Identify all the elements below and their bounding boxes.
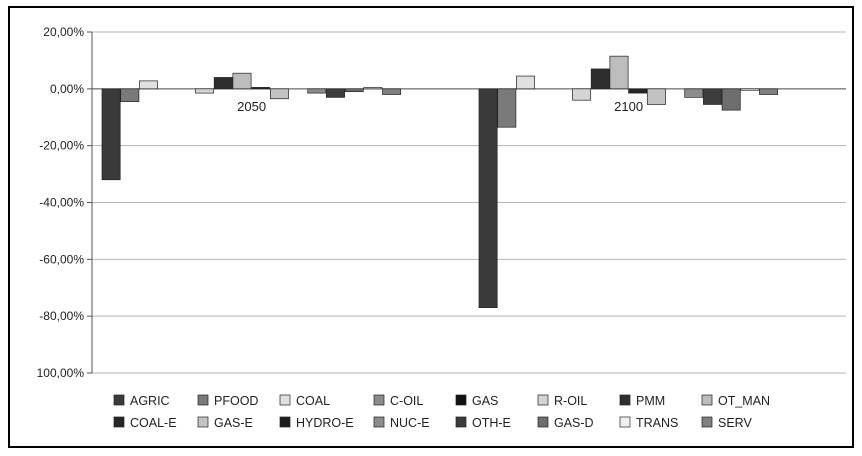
bars	[101, 55, 779, 308]
legend-swatch	[197, 394, 209, 406]
legend-label: OTH-E	[472, 416, 511, 430]
legend-label: AGRIC	[130, 394, 170, 408]
legend-label: OT_MAN	[718, 394, 770, 408]
bar-trans	[740, 88, 760, 91]
legend-label: GAS	[472, 394, 498, 408]
gridlines	[92, 31, 846, 374]
bar-r-oil	[195, 88, 215, 94]
bar-pmm	[213, 77, 233, 90]
legend-swatch	[279, 394, 291, 406]
legend-swatch	[701, 416, 713, 428]
legend-label: GAS-E	[214, 416, 253, 430]
bar-trans	[363, 87, 383, 90]
y-axis: 20,00% 0,00% -20,00% -40,00% -60,00% -80,00% 1…	[37, 25, 846, 380]
y-tick-label: 100,00%	[37, 366, 85, 380]
bar-r-oil	[572, 88, 592, 101]
bar-ot_man	[232, 72, 252, 90]
bar-pmm	[590, 68, 610, 90]
legend: AGRIC PFOOD COAL C-OIL GAS R-OIL PMM OT_MAN COAL…	[113, 394, 770, 430]
bar-agric	[101, 88, 121, 181]
legend-swatch	[619, 416, 631, 428]
legend-label: C-OIL	[390, 394, 423, 408]
legend-label: PMM	[636, 394, 665, 408]
chart-canvas: 20,00% 0,00% -20,00% -40,00% -60,00% -80,00% 1…	[37, 25, 846, 430]
bar-coal-e	[251, 87, 271, 90]
legend-swatch	[373, 416, 385, 428]
y-tick-label: -80,00%	[39, 309, 84, 323]
legend-swatch	[455, 394, 467, 406]
bar-nuc-e	[307, 88, 327, 94]
bar-oth-e	[326, 88, 345, 98]
legend-swatch	[279, 416, 291, 428]
bar-serv	[759, 88, 779, 95]
bar-gas-d	[721, 88, 741, 111]
bar-pfood	[120, 88, 140, 102]
legend-swatch	[113, 394, 125, 406]
legend-swatch	[701, 394, 713, 406]
bar-ot_man	[609, 55, 629, 90]
legend-label: HYDRO-E	[296, 416, 354, 430]
bar-agric	[478, 88, 498, 308]
legend-label: R-OIL	[554, 394, 587, 408]
bar-serv	[382, 88, 402, 95]
legend-label: GAS-D	[554, 416, 594, 430]
legend-swatch	[537, 394, 549, 406]
legend-label: COAL-E	[130, 416, 177, 430]
y-tick-label: -60,00%	[39, 252, 84, 266]
legend-swatch	[455, 416, 467, 428]
legend-swatch	[619, 394, 631, 406]
legend-label: SERV	[718, 416, 752, 430]
y-tick-label: -20,00%	[39, 139, 84, 153]
legend-swatch	[373, 394, 385, 406]
legend-label: PFOOD	[214, 394, 258, 408]
bar-oth-e	[703, 88, 722, 105]
y-tick-label: -40,00%	[39, 196, 84, 210]
bar-gas-e	[269, 88, 289, 100]
y-tick-label: 0,00%	[50, 82, 84, 96]
category-label: 2050	[237, 99, 266, 114]
legend-swatch	[113, 416, 125, 428]
bar-coal-e	[628, 88, 648, 94]
legend-swatch	[197, 416, 209, 428]
category-label: 2100	[614, 99, 643, 114]
legend-label: NUC-E	[390, 416, 430, 430]
bar-coal	[139, 80, 158, 90]
legend-swatch	[537, 416, 549, 428]
bar-pfood	[497, 88, 517, 128]
bar-gas-d	[344, 88, 364, 93]
chart-frame: 20,00% 0,00% -20,00% -40,00% -60,00% -80,00% 1…	[8, 6, 854, 448]
legend-label: TRANS	[636, 416, 678, 430]
y-tick-label: 20,00%	[43, 25, 84, 39]
bar-nuc-e	[684, 88, 704, 98]
legend-label: COAL	[296, 394, 330, 408]
bar-gas-e	[646, 88, 666, 105]
category-labels: 2050 2100	[237, 99, 643, 114]
bar-coal	[516, 75, 535, 90]
